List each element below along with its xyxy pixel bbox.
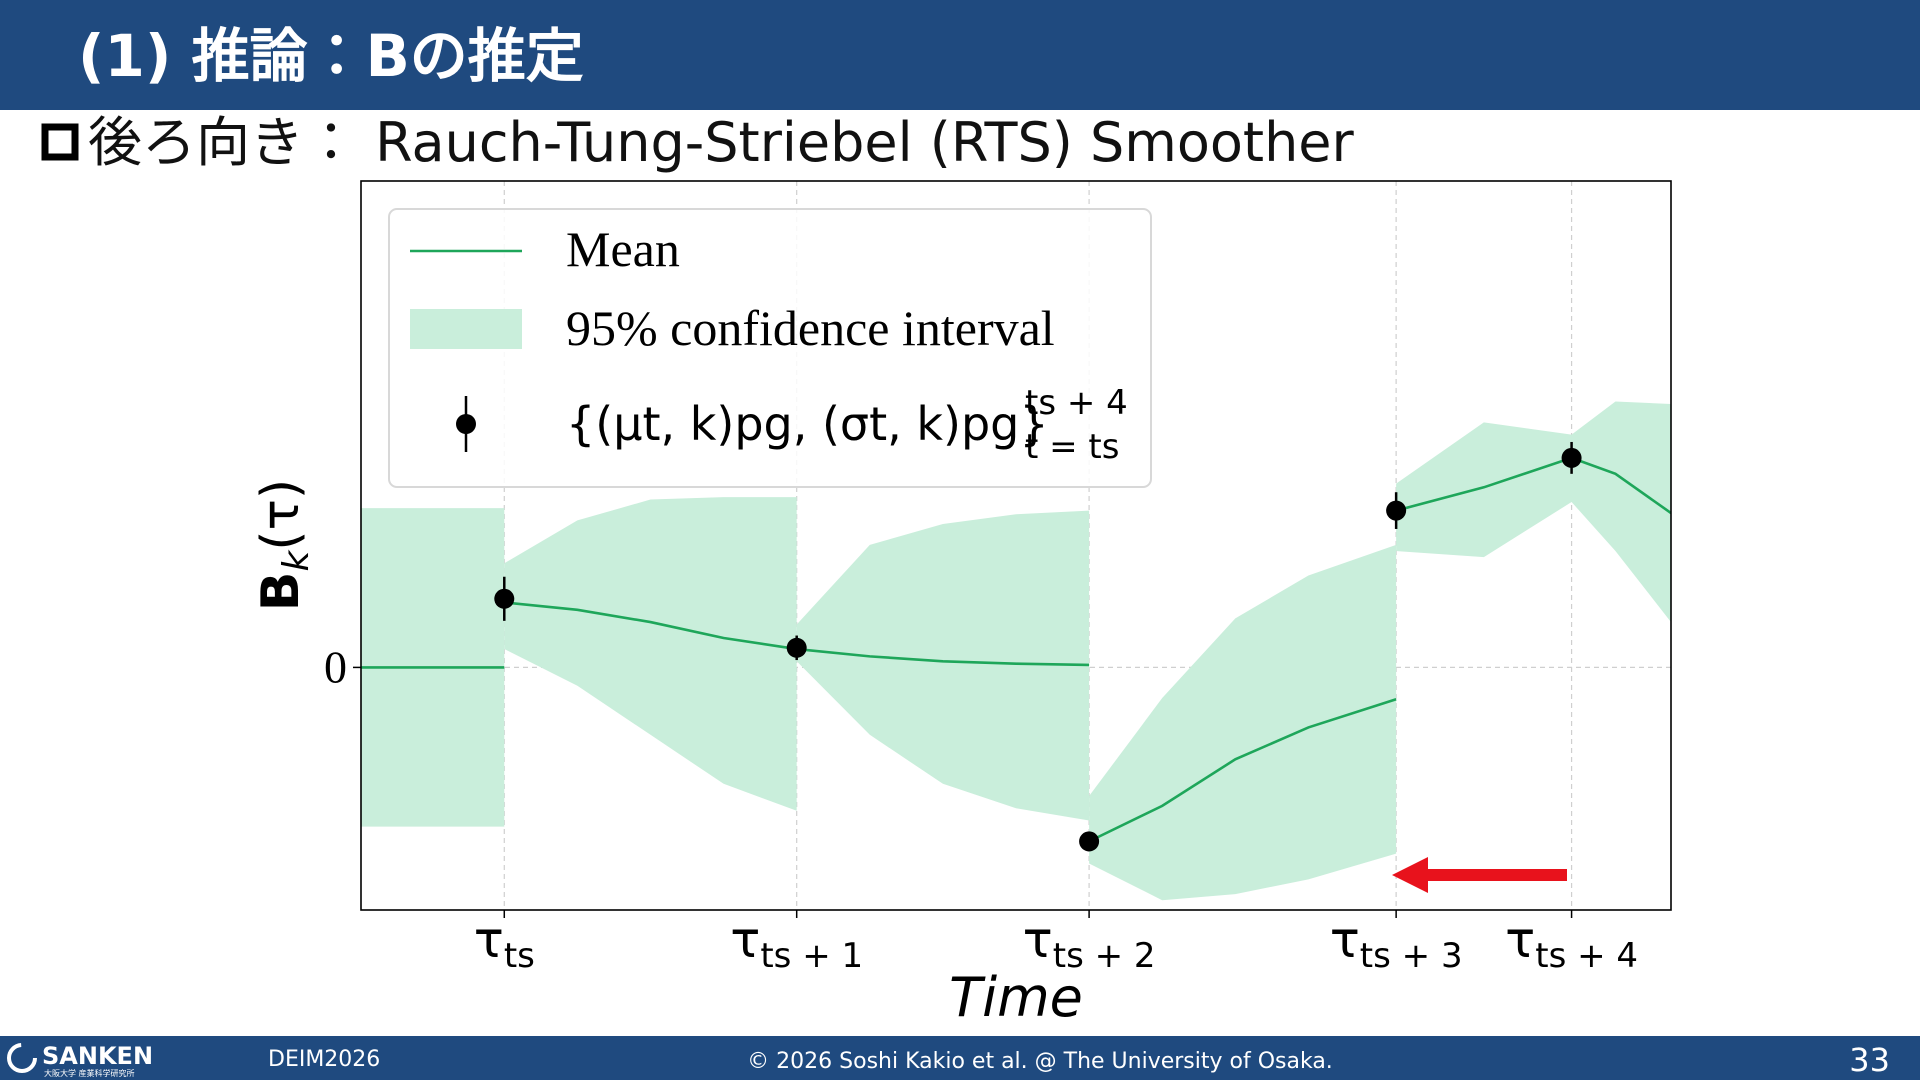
footer-copyright: © 2026 Soshi Kakio et al. @ The Universi… bbox=[747, 1049, 1333, 1074]
x-tick-label-base: τ bbox=[1330, 911, 1360, 969]
legend-swatch-point bbox=[456, 414, 476, 434]
slide-title: (1) 推論：Bの推定 bbox=[78, 22, 584, 90]
legend-label: Mean bbox=[566, 221, 680, 277]
x-tick-label: τts + 1 bbox=[730, 911, 863, 976]
plot-frame bbox=[360, 180, 1672, 911]
x-tick-label: τts + 2 bbox=[1023, 911, 1156, 976]
header-band bbox=[0, 0, 1920, 110]
x-tick-label-sub: ts + 4 bbox=[1535, 936, 1638, 976]
legend-label: {(μt, k)pg, (σt, k)pg} bbox=[566, 397, 1049, 451]
confidence-band bbox=[1396, 401, 1671, 623]
legend-label-sub: t = ts bbox=[1025, 427, 1119, 467]
x-axis-label: Time bbox=[949, 966, 1083, 1029]
legend-label: 95% confidence interval bbox=[566, 300, 1055, 356]
mean-line bbox=[504, 601, 797, 651]
x-tick-label-sub: ts bbox=[504, 936, 535, 976]
x-tick-label-base: τ bbox=[730, 911, 760, 969]
confidence-band bbox=[504, 497, 797, 811]
data-point bbox=[494, 588, 515, 609]
x-tick-label-sub: ts + 1 bbox=[760, 936, 863, 976]
x-tick-label-sub: ts + 3 bbox=[1360, 936, 1463, 976]
x-tick-label: τts bbox=[474, 911, 535, 976]
annotation-arrow-head bbox=[1392, 857, 1428, 893]
confidence-band bbox=[1089, 544, 1397, 901]
chart: τts τts + 1 τts + 2 τts + 3 τts + 40TimeBk(τ… bbox=[251, 180, 1672, 1029]
data-point bbox=[1386, 500, 1407, 521]
data-point bbox=[1561, 447, 1582, 468]
bullet-square bbox=[41, 123, 79, 161]
mean-line bbox=[796, 647, 1090, 667]
y-tick-label: 0 bbox=[324, 641, 347, 692]
data-point bbox=[786, 637, 807, 658]
logo-mark bbox=[7, 1043, 37, 1073]
x-tick-label: τts + 4 bbox=[1505, 911, 1638, 976]
page-number: 33 bbox=[1849, 1041, 1890, 1079]
footer-event: DEIM2026 bbox=[268, 1047, 380, 1072]
x-tick-label-base: τ bbox=[474, 911, 504, 969]
footer-band bbox=[0, 1036, 1920, 1080]
legend-box bbox=[388, 208, 1152, 488]
confidence-band bbox=[796, 510, 1090, 821]
x-tick-label-sub: ts + 2 bbox=[1053, 936, 1156, 976]
footer-logo-sub: 大阪大学 産業科学研究所 bbox=[44, 1068, 135, 1078]
y-axis-label-rest: (τ) bbox=[251, 479, 311, 551]
y-axis-label-base: B bbox=[251, 572, 311, 612]
x-tick-label: τts + 3 bbox=[1330, 911, 1463, 976]
y-axis-label: Bk(τ) bbox=[251, 479, 317, 611]
data-point bbox=[1079, 831, 1100, 852]
x-tick-label-base: τ bbox=[1505, 911, 1535, 969]
y-axis-label-sub: k bbox=[276, 549, 317, 572]
slide-subtitle: 後ろ向き： Rauch-Tung-Striebel (RTS) Smoother bbox=[88, 111, 1355, 174]
footer-logo: SANKEN bbox=[42, 1042, 153, 1070]
legend-swatch-band bbox=[410, 309, 522, 349]
mean-line bbox=[1088, 698, 1397, 843]
legend-label-sup: ts + 4 bbox=[1025, 383, 1128, 423]
x-tick-label-base: τ bbox=[1023, 911, 1053, 969]
